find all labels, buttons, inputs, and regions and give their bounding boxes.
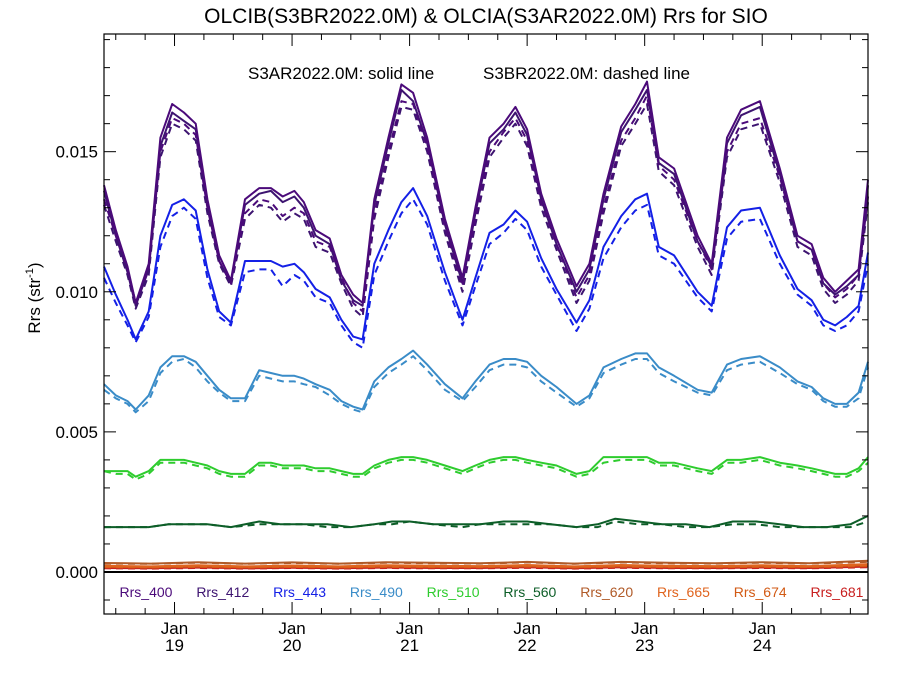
x-tick-label-day: 23 [635, 636, 654, 655]
y-tick-label: 0.015 [55, 143, 98, 162]
x-tick-label-day: 21 [400, 636, 419, 655]
annotation-solid-line: S3AR2022.0M: solid line [248, 64, 434, 83]
series-rrs-620-dashed-line [103, 560, 869, 565]
axes-layer: 0.0000.0050.0100.015Jan19Jan20Jan21Jan22… [55, 33, 869, 655]
legend-rrs-400: Rrs_400 [120, 584, 173, 600]
x-tick-label-day: 22 [518, 636, 537, 655]
y-axis-label-exponent: -1 [24, 268, 36, 278]
y-axis-label-main: Rrs (str [25, 278, 44, 334]
series-rrs-400-solid-line [103, 80, 869, 304]
series-rrs-510-dashed-line [103, 458, 869, 481]
series-rrs-400-dashed-line [103, 94, 869, 313]
legend-rrs-560: Rrs_560 [503, 584, 556, 600]
y-tick-label: 0.005 [55, 423, 98, 442]
x-tick-label-month: Jan [631, 619, 658, 638]
series-rrs-443-solid-line [103, 187, 869, 341]
series-rrs-443-dashed-line [103, 198, 869, 349]
x-tick-label-day: 19 [165, 636, 184, 655]
x-tick-label-day: 20 [283, 636, 302, 655]
legend-rrs-412: Rrs_412 [196, 584, 249, 600]
legend-rrs-620: Rrs_620 [580, 584, 633, 600]
legend-rrs-674: Rrs_674 [734, 584, 787, 600]
series-rrs-510-solid-line [104, 456, 869, 478]
x-tick-label-day: 24 [753, 636, 772, 655]
x-tick-label-month: Jan [161, 619, 188, 638]
y-axis-label: Rrs (str-1) [24, 262, 44, 333]
series-rrs-412-solid-line [103, 89, 869, 307]
legend-rrs-681: Rrs_681 [811, 584, 864, 600]
x-tick-label-month: Jan [278, 619, 305, 638]
y-tick-label: 0.000 [55, 563, 98, 582]
legend-rrs-510: Rrs_510 [427, 584, 480, 600]
series-rrs-665-dashed-line [103, 564, 869, 568]
series-rrs-560-dashed-line [104, 520, 869, 529]
y-tick-label: 0.010 [55, 283, 98, 302]
legend-rrs-665: Rrs_665 [657, 584, 710, 600]
series-rrs-412-dashed-line [103, 103, 869, 318]
x-tick-label-month: Jan [513, 619, 540, 638]
legend: Rrs_400 Rrs_412 Rrs_443 Rrs_490 Rrs_510 Rrs_5… [120, 584, 864, 600]
plot-frame [103, 33, 869, 615]
legend-rrs-443: Rrs_443 [273, 584, 326, 600]
y-axis-label-close: ) [25, 262, 44, 268]
chart-title: OLCIB(S3BR2022.0M) & OLCIA(S3AR2022.0M) … [204, 5, 768, 28]
series-layer [103, 80, 869, 573]
annotation-dashed-line: S3BR2022.0M: dashed line [483, 64, 690, 83]
x-tick-label-month: Jan [749, 619, 776, 638]
legend-rrs-490: Rrs_490 [350, 584, 403, 600]
series-rrs-490-solid-line [103, 349, 869, 411]
series-rrs-681-dashed-line [103, 566, 869, 570]
x-tick-label-month: Jan [396, 619, 423, 638]
series-rrs-490-dashed-line [103, 355, 869, 414]
